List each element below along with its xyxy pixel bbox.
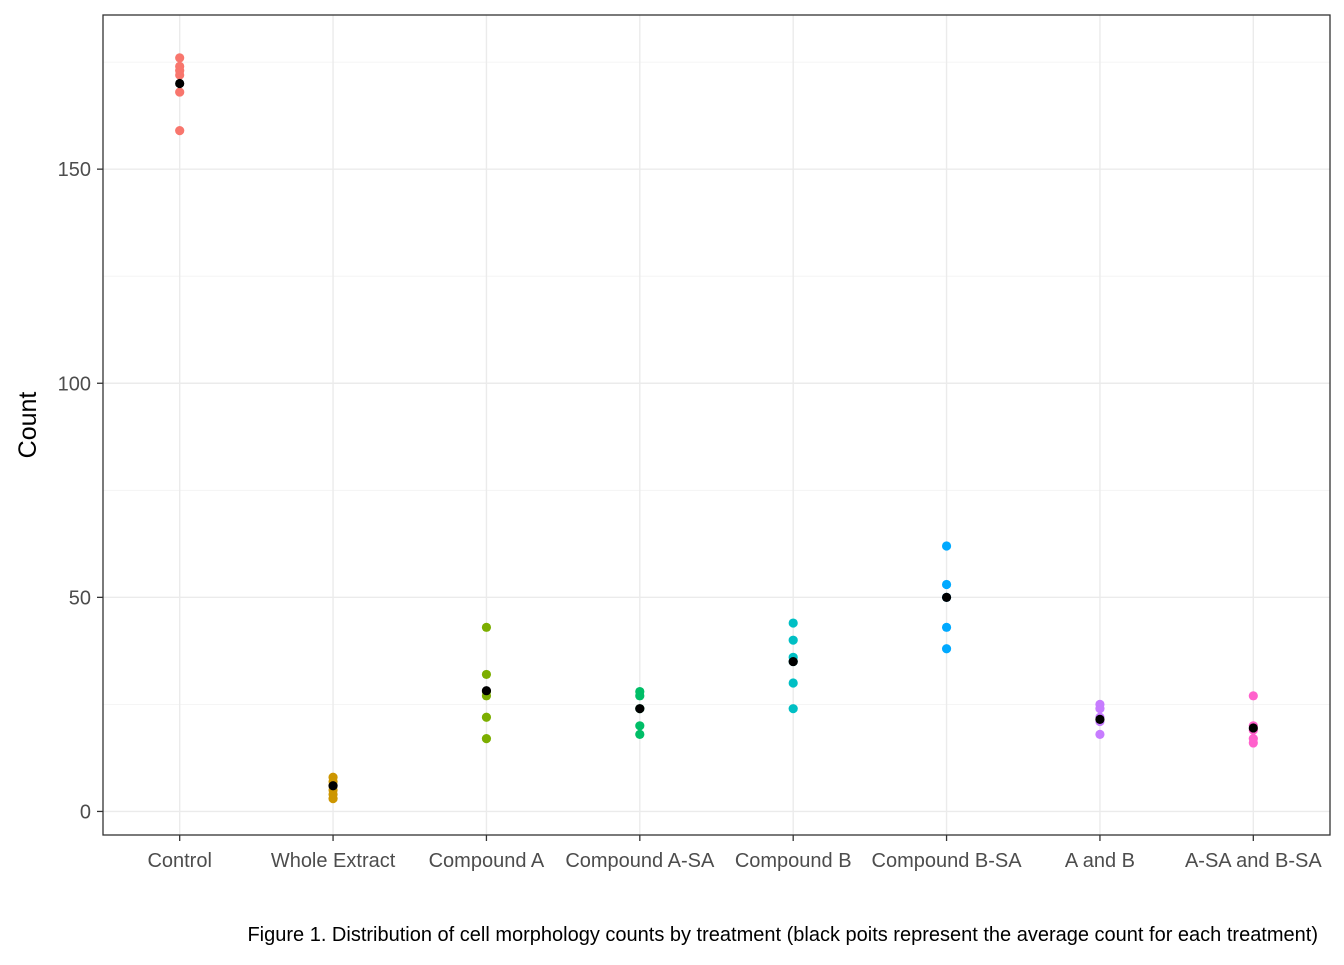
mean-point [635,704,645,714]
data-point [175,70,185,80]
data-point [481,734,492,744]
figure-caption: Figure 1. Distribution of cell morpholog… [247,924,1318,946]
panel-border [102,14,1331,836]
y-tick-label: 100 [58,373,91,395]
data-point [175,87,185,97]
mean-point [788,656,798,667]
x-tick-label: Whole Extract [271,850,396,872]
mean-point [175,78,185,89]
data-point [635,729,645,739]
x-tick-label: Control [147,850,211,872]
data-point [941,644,952,654]
data-point [328,794,338,804]
mean-point [328,781,338,791]
mean-point [1095,714,1105,724]
data-point [1248,738,1258,748]
mean-point [1248,723,1258,733]
data-point [1095,704,1105,714]
y-tick-label: 150 [58,159,91,181]
data-point [788,635,798,645]
data-point [788,618,798,628]
data-point [481,712,492,722]
y-tick-label: 50 [69,587,91,609]
x-tick-label: Compound B [735,850,852,872]
data-point [1095,729,1105,739]
data-points [175,53,1258,804]
x-tick-label: Compound A-SA [565,850,715,872]
x-tick-label: Compound B-SA [872,850,1023,872]
data-point [788,704,798,714]
data-point [635,721,645,731]
x-tick-label: Compound A [429,850,545,872]
grid [103,15,1330,835]
y-axis-title: Count [14,392,42,459]
data-point [788,678,798,688]
data-point [481,669,492,680]
data-point [1248,691,1258,701]
data-point [635,691,645,701]
data-point [175,53,185,63]
data-point [175,126,185,136]
data-point [941,541,952,551]
axes: 0 50 100 150 Control Whole Extract Compound A C… [58,159,1323,872]
x-tick-label: A-SA and B-SA [1185,850,1322,872]
mean-point [941,592,952,602]
data-point [941,622,952,632]
y-tick-label: 0 [80,801,91,823]
data-point [481,622,492,632]
data-point [941,579,952,590]
mean-point [481,686,492,696]
x-tick-label: A and B [1065,850,1135,872]
